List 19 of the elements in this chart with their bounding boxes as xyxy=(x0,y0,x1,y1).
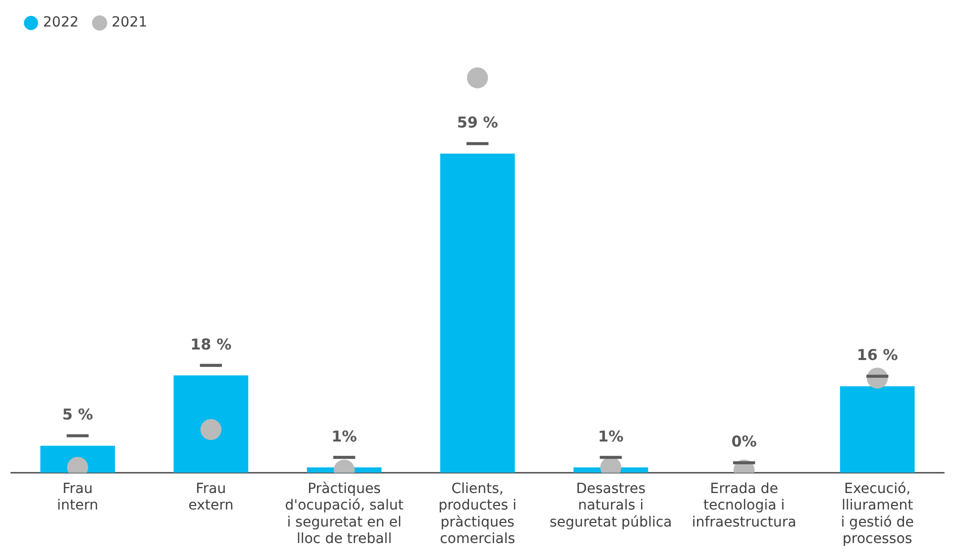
data-label: 18 % xyxy=(190,335,232,354)
legend-label: 2021 xyxy=(112,14,148,31)
x-tick-label: Pràctiques d'ocupació, salut i seguretat en el lloc de treball xyxy=(284,480,404,548)
data-label: 0% xyxy=(731,432,757,451)
data-label: 1% xyxy=(331,427,357,446)
x-tick-label: Errada de tecnologia i infraestructura xyxy=(692,480,796,530)
x-tick-label: Frau intern xyxy=(57,480,98,514)
data-label: 5 % xyxy=(62,406,93,424)
x-tick-label: Execució, lliurament i gestió de processos xyxy=(840,480,914,548)
x-tick-label: Desastres naturals i seguretat pública xyxy=(550,480,672,530)
x-tick-label: Clients, productes i pràctiques comercials xyxy=(438,480,517,548)
bar xyxy=(840,386,915,473)
legend-label: 2022 xyxy=(43,14,79,31)
data-label: 59 % xyxy=(456,114,498,132)
bar xyxy=(440,154,515,473)
data-label: 1% xyxy=(598,427,624,446)
bar xyxy=(174,375,248,473)
x-tick-label: Frau extern xyxy=(188,480,234,514)
data-label: 16 % xyxy=(856,346,898,364)
